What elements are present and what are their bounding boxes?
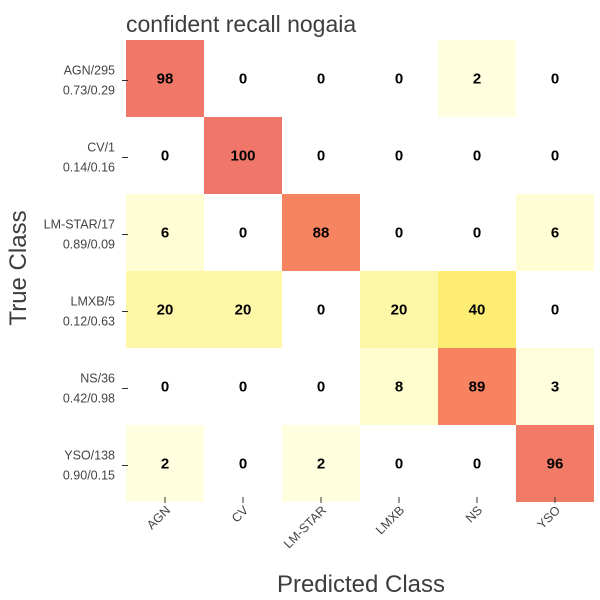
column-labels: AGN CV LM-STAR LMXB NS YSO [144,497,563,551]
column-label: LM-STAR [281,503,329,551]
heatmap-cell [126,425,204,502]
row-sublabel: 0.73/0.29 [63,84,115,98]
row-label: YSO/138 [64,449,115,463]
column-label: YSO [535,503,564,532]
row-label: LMXB/5 [71,295,116,309]
heatmap-cell [516,194,594,271]
cell-value: 96 [547,456,564,473]
cell-value: 0 [395,148,403,165]
cell-value: 0 [395,456,403,473]
heatmap-cell [282,194,360,271]
cell-value: 2 [473,71,481,88]
cell-value: 0 [551,71,559,88]
heatmap-cell [516,425,594,502]
cell-value: 0 [473,148,481,165]
row-sublabel: 0.90/0.15 [63,469,115,483]
row-label: AGN/295 [64,64,115,78]
heatmap-cell [282,425,360,502]
column-label: NS [463,503,485,525]
cell-value: 20 [391,302,408,319]
heatmap-cell [126,271,204,348]
chart-title: confident recall nogaia [126,11,356,37]
cell-value: 0 [395,71,403,88]
column-label: AGN [144,503,173,532]
column-label: LMXB [373,503,407,537]
x-axis-title: Predicted Class [277,571,445,598]
cell-value: 0 [317,379,325,396]
heatmap-cell [204,271,282,348]
row-label: CV/1 [87,141,115,155]
heatmap-cell [516,348,594,425]
cell-value: 40 [469,302,486,319]
cell-value: 0 [239,379,247,396]
cell-value: 20 [235,302,252,319]
cell-value: 0 [473,225,481,242]
cell-value: 89 [469,379,486,396]
row-sublabel: 0.12/0.63 [63,315,115,329]
y-axis-title: True Class [5,210,32,325]
cell-value: 100 [230,148,255,165]
row-sublabel: 0.89/0.09 [63,238,115,252]
cell-value: 2 [317,456,325,473]
cell-value: 98 [157,71,174,88]
cell-value: 0 [317,302,325,319]
cell-value: 0 [161,379,169,396]
row-sublabel: 0.42/0.98 [63,392,115,406]
cell-value: 6 [551,225,559,242]
row-labels: AGN/295 0.73/0.29 CV/1 0.14/0.16 LM-STAR/17 0… [44,64,128,483]
heatmap-cell [360,348,438,425]
heatmap-cell [204,117,282,194]
cell-value: 88 [313,225,330,242]
row-label: LM-STAR/17 [44,218,115,232]
heatmap-cells: 98 0 0 0 2 00 100 0 0 0 06 0 88 0 0 620 20 0 20 40 00 0 0 8 89 32… [126,40,594,502]
heatmap-cell [126,194,204,271]
cell-value: 3 [551,379,559,396]
cell-value: 0 [161,148,169,165]
heatmap-cell [438,348,516,425]
cell-value: 6 [161,225,169,242]
cell-value: 8 [395,379,403,396]
cell-value: 0 [551,148,559,165]
row-sublabel: 0.14/0.16 [63,161,115,175]
column-label: CV [229,503,252,526]
cell-value: 0 [317,148,325,165]
heatmap-cell [360,271,438,348]
cell-value: 0 [239,71,247,88]
cell-value: 0 [239,456,247,473]
heatmap-cell [126,40,204,117]
cell-value: 0 [239,225,247,242]
cell-value: 20 [157,302,174,319]
cell-value: 0 [551,302,559,319]
cell-value: 0 [395,225,403,242]
heatmap-cell [438,271,516,348]
cell-value: 0 [317,71,325,88]
cell-value: 0 [473,456,481,473]
heatmap-cell [438,40,516,117]
cell-value: 2 [161,456,169,473]
row-label: NS/36 [80,372,115,386]
